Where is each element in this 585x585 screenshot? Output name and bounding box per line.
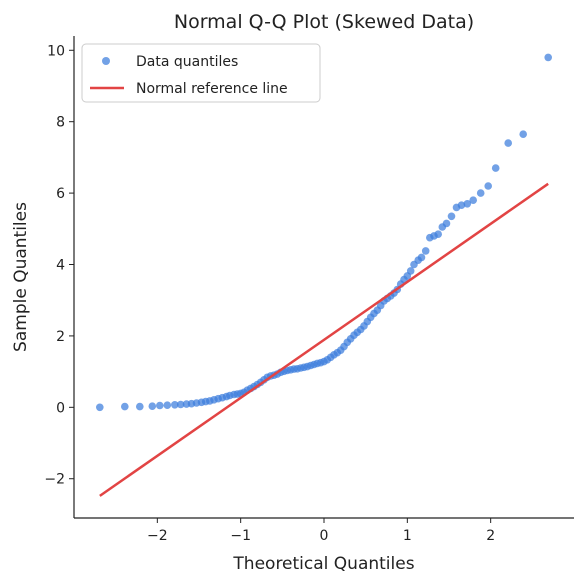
data-point: [148, 402, 157, 411]
y-ticks: −2 0 2 4 6 8 10: [44, 43, 74, 488]
data-point: [163, 401, 172, 410]
data-point: [121, 402, 129, 411]
y-tick-label: 8: [56, 115, 65, 131]
data-point: [406, 267, 415, 275]
data-point: [156, 401, 164, 410]
data-point: [457, 201, 466, 209]
y-tick-label: 2: [56, 329, 65, 345]
data-point: [519, 130, 527, 138]
data-point: [442, 219, 451, 228]
data-point: [484, 182, 493, 190]
y-tick-label: 4: [56, 258, 65, 274]
legend-label-reference-line: Normal reference line: [136, 81, 288, 97]
legend-box: [81, 43, 321, 103]
x-ticks: −2 −1 0 1 2: [147, 518, 495, 544]
data-point: [176, 400, 185, 409]
data-point: [171, 401, 179, 409]
legend: Data quantiles Normal reference line: [81, 43, 321, 103]
data-point: [463, 200, 472, 208]
data-point: [504, 139, 512, 147]
reference-line: [99, 182, 549, 497]
data-point: [447, 212, 456, 221]
x-tick-label: −1: [230, 528, 251, 544]
data-point: [544, 53, 552, 62]
legend-label-data-quantiles: Data quantiles: [136, 54, 238, 70]
data-point: [421, 247, 430, 255]
data-point: [136, 402, 144, 411]
x-tick-label: 1: [403, 528, 412, 544]
data-point: [476, 189, 485, 197]
data-point: [469, 196, 478, 204]
reference-line-layer: [99, 182, 549, 497]
data-point: [96, 403, 104, 412]
legend-point-marker: [102, 57, 110, 65]
y-tick-label: 10: [47, 43, 65, 59]
data-point: [434, 230, 443, 238]
y-tick-label: 6: [56, 186, 65, 202]
x-axis-label: Theoretical Quantiles: [232, 554, 414, 574]
x-tick-label: 0: [320, 528, 329, 544]
y-tick-label: −2: [44, 472, 65, 488]
x-tick-label: 2: [486, 528, 495, 544]
data-point: [417, 253, 426, 262]
plot-area: [96, 53, 552, 497]
y-axis-label: Sample Quantiles: [11, 202, 31, 352]
chart-title: Normal Q-Q Plot (Skewed Data): [174, 11, 474, 33]
data-point: [491, 164, 500, 172]
x-tick-label: −2: [147, 528, 168, 544]
y-tick-label: 0: [56, 400, 65, 416]
data-points: [96, 53, 552, 412]
